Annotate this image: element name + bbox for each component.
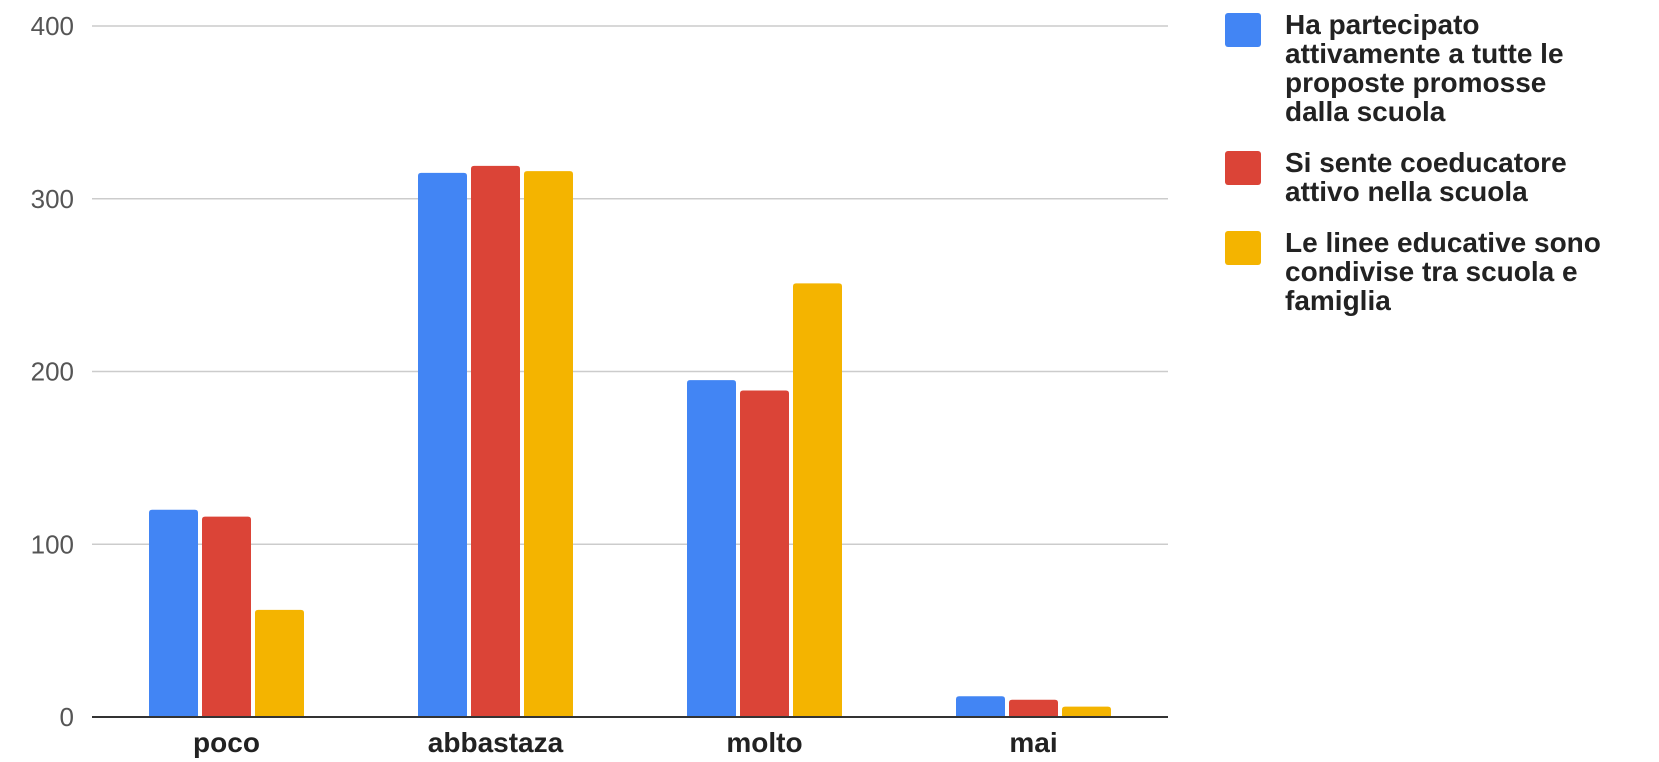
- legend-swatch: [1225, 151, 1261, 185]
- bar-molto-series-1: [687, 380, 736, 717]
- legend-label: Si sente coeducatore attivo nella scuola: [1285, 147, 1567, 207]
- legend-item: Ha partecipato attivamente a tutte le prop…: [1225, 10, 1655, 126]
- bar-abbastaza-series-1: [418, 172, 467, 717]
- y-tick-label: 300: [31, 184, 74, 214]
- legend-label: Le linee educative sono condivise tra scu…: [1285, 227, 1601, 316]
- y-tick-label: 0: [60, 702, 74, 732]
- x-tick-label: mai: [1009, 727, 1057, 758]
- x-tick-label: poco: [193, 727, 260, 758]
- bar-mai-series-2: [1009, 699, 1058, 717]
- bar-poco-series-2: [202, 516, 251, 717]
- y-tick-label: 100: [31, 529, 74, 559]
- bar-poco-series-1: [149, 509, 198, 717]
- bars: [149, 165, 1111, 718]
- bar-mai-series-1: [956, 696, 1005, 717]
- legend-item: Si sente coeducatore attivo nella scuola: [1225, 148, 1655, 206]
- bar-poco-series-3: [255, 609, 304, 717]
- bar-molto-series-3: [793, 283, 842, 717]
- bar-molto-series-2: [740, 390, 789, 717]
- gridlines: [92, 25, 1168, 545]
- x-tick-label: molto: [726, 727, 802, 758]
- legend-item: Le linee educative sono condivise tra scu…: [1225, 228, 1655, 315]
- legend-swatch: [1225, 13, 1261, 47]
- legend-swatch: [1225, 231, 1261, 265]
- bar-abbastaza-series-2: [471, 165, 520, 718]
- bar-mai-series-3: [1062, 706, 1111, 717]
- y-tick-label: 400: [31, 11, 74, 41]
- bar-abbastaza-series-3: [524, 171, 573, 718]
- y-axis-ticks: 0 100 200 300 400: [31, 11, 74, 732]
- legend-label: Ha partecipato attivamente a tutte le prop…: [1285, 9, 1564, 127]
- legend: Ha partecipato attivamente a tutte le prop…: [1225, 10, 1655, 337]
- x-tick-label: abbastaza: [428, 727, 564, 758]
- x-axis-labels: poco abbastaza molto mai: [193, 727, 1058, 758]
- y-tick-label: 200: [31, 357, 74, 387]
